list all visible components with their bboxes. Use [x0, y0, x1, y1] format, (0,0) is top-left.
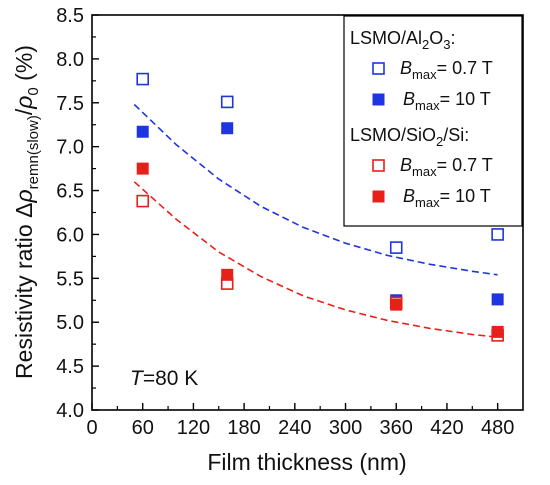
- data-point: [491, 293, 504, 306]
- x-tick-label: 0: [86, 417, 97, 439]
- legend-label: Bmax= 10 T: [403, 89, 491, 113]
- x-axis-title: Film thickness (nm): [207, 449, 406, 475]
- x-tick-label: 180: [227, 417, 260, 439]
- data-point: [491, 325, 504, 338]
- legend-marker: [372, 190, 385, 203]
- x-tick-label: 360: [380, 417, 413, 439]
- y-tick-label: 8.0: [56, 49, 84, 71]
- y-tick-label: 4.5: [56, 356, 84, 378]
- legend-marker: [372, 159, 385, 172]
- y-tick-label: 5.0: [56, 312, 84, 334]
- data-point: [390, 298, 403, 311]
- legend-group-title: LSMO/SiO2/Si:: [350, 125, 469, 149]
- y-tick-label: 5.5: [56, 268, 84, 290]
- fit-curve: [133, 181, 498, 338]
- data-point: [221, 268, 234, 281]
- data-point: [221, 122, 234, 135]
- data-point: [136, 72, 150, 86]
- y-tick-label: 7.5: [56, 93, 84, 115]
- data-point: [136, 125, 149, 138]
- y-tick-label: 6.0: [56, 224, 84, 246]
- x-tick-label: 240: [278, 417, 311, 439]
- y-ticks: 4.0 4.5 5.0 5.5 6.0 6.5 7.0 7.5 8.0 8.5: [56, 5, 99, 422]
- data-point: [136, 162, 149, 175]
- x-tick-label: 420: [430, 417, 463, 439]
- fit-lines: [133, 103, 498, 338]
- y-tick-label: 8.5: [56, 5, 84, 27]
- data-point: [220, 95, 234, 109]
- legend-label: Bmax= 0.7 T: [400, 58, 493, 82]
- y-axis-title: Resistivity ratio Δρremn(slow)/ρ0 (%): [11, 45, 42, 379]
- legend-marker: [372, 62, 385, 75]
- y-tick-label: 7.0: [56, 137, 84, 159]
- fit-curve: [133, 103, 498, 276]
- temperature-annotation: T=80 K: [130, 367, 198, 390]
- x-tick-label: 120: [177, 417, 210, 439]
- x-ticks: 0 60 120 180 240 300 360 420 480: [86, 403, 514, 439]
- legend-label: Bmax= 0.7 T: [400, 155, 493, 179]
- data-point: [136, 194, 150, 208]
- legend-group-title: LSMO/Al2O3:: [350, 28, 456, 52]
- data-point: [389, 241, 403, 254]
- legend: LSMO/Al2O3: LSMO/SiO2/Si: Bmax= 0.7 T Bmax=…: [350, 28, 493, 210]
- y-tick-label: 6.5: [56, 181, 84, 203]
- y-tick-label: 4.0: [56, 400, 84, 422]
- legend-label: Bmax= 10 T: [403, 186, 491, 210]
- data-markers: [136, 72, 504, 342]
- x-tick-label: 60: [132, 417, 154, 439]
- x-tick-label: 480: [481, 417, 514, 439]
- data-point: [491, 228, 504, 241]
- x-tick-label: 300: [329, 417, 362, 439]
- legend-marker: [372, 93, 385, 106]
